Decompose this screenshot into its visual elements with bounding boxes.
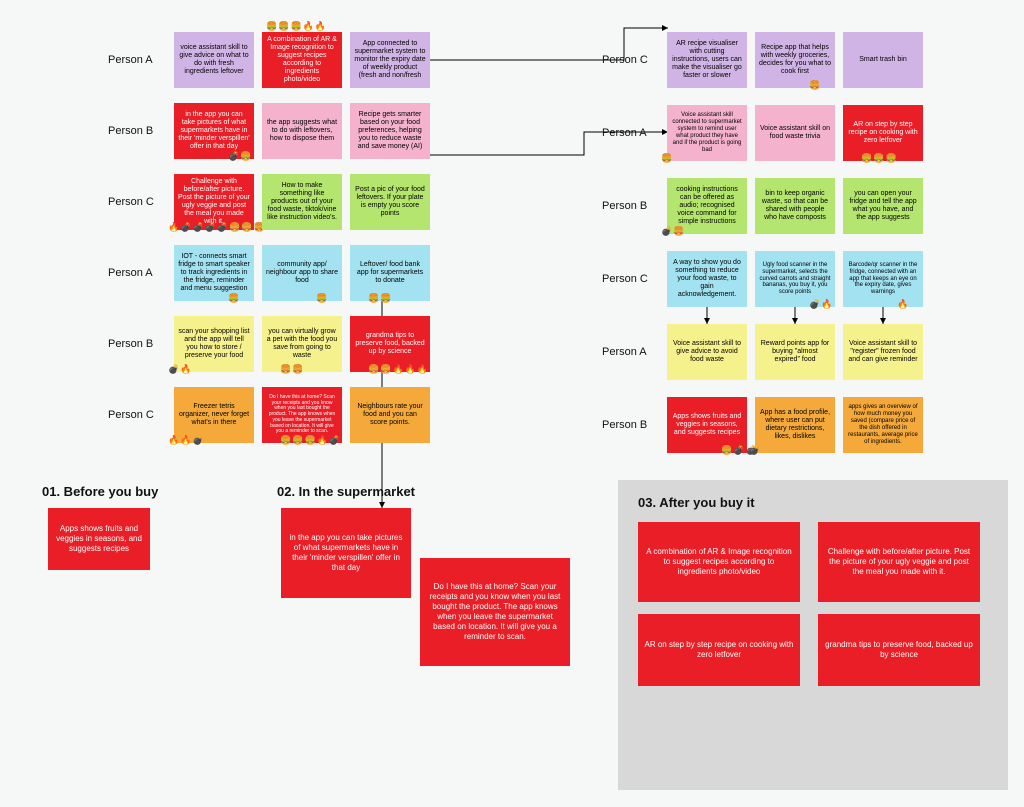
sticky-note: Smart trash bin: [843, 32, 923, 88]
row-label: Person B: [108, 338, 153, 350]
row-label: Person A: [602, 127, 647, 139]
sticky-note: A combination of AR & Image recognition …: [262, 32, 342, 88]
sticky-note: the app suggests what to do with leftove…: [262, 103, 342, 159]
section-title: 01. Before you buy: [42, 484, 158, 499]
sticky-note: Voice assistant skill on food waste triv…: [755, 105, 835, 161]
sticky-note: you can open your fridge and tell the ap…: [843, 178, 923, 234]
row-label: Person A: [602, 346, 647, 358]
section-note: Challenge with before/after picture. Pos…: [818, 522, 980, 602]
vote-icons: 💣🔥: [809, 300, 832, 309]
sticky-note: Voice assistant skill to "register" froz…: [843, 324, 923, 380]
row-label: Person A: [108, 267, 153, 279]
vote-icons: 🍔🍔: [280, 365, 303, 374]
vote-icons: 🔥🔥💣: [168, 436, 204, 445]
sticky-note: Reward points app for buying "almost exp…: [755, 324, 835, 380]
sticky-note: App has a food profile, where user can p…: [755, 397, 835, 453]
sticky-note: A way to show you do something to reduce…: [667, 251, 747, 307]
sticky-note: AR recipe visualiser with cutting instru…: [667, 32, 747, 88]
section-note: A combination of AR & Image recognition …: [638, 522, 800, 602]
row-label: Person C: [602, 54, 648, 66]
sticky-note: Post a pic of your food leftovers. If yo…: [350, 174, 430, 230]
sticky-note: Recipe app that helps with weekly grocer…: [755, 32, 835, 88]
sticky-note: community app/ neighbour app to share fo…: [262, 245, 342, 301]
row-label: Person B: [108, 125, 153, 137]
sticky-note: Recipe gets smarter based on your food p…: [350, 103, 430, 159]
sticky-note: Barcode/qr scanner in the fridge, connec…: [843, 251, 923, 307]
vote-icons: 💣🔥: [168, 365, 191, 374]
vote-icons: 🍔🍔🍔🔥🔥: [266, 22, 326, 31]
affinity-board: Person A voice assistant skill to give ad…: [0, 0, 1024, 807]
vote-icons: 🍔: [661, 154, 672, 163]
sticky-note: Voice assistant skill connected to super…: [667, 105, 747, 161]
row-label: Person C: [602, 273, 648, 285]
vote-icons: 💣🍔: [661, 227, 684, 236]
sticky-note: bin to keep organic waste, so that can b…: [755, 178, 835, 234]
vote-icons: 💣🍔: [228, 152, 251, 161]
sticky-note: Voice assistant skill to give advice to …: [667, 324, 747, 380]
section-note: in the app you can take pictures of what…: [281, 508, 411, 598]
vote-icons: 🍔🍔: [368, 294, 391, 303]
section-note: AR on step by step recipe on cooking wit…: [638, 614, 800, 686]
row-label: Person C: [108, 409, 154, 421]
row-label: Person B: [602, 200, 647, 212]
section-title: 02. In the supermarket: [277, 484, 415, 499]
section-note: grandma tips to preserve food, backed up…: [818, 614, 980, 686]
vote-icons: 🍔🍔🍔: [861, 154, 897, 163]
vote-icons: 🔥: [897, 300, 908, 309]
vote-icons: 🍔: [809, 81, 820, 90]
vote-icons: 🔥💣💣💣💣🍔🍔🍔: [168, 223, 265, 232]
vote-icons: 🍔🍔🔥🔥🔥: [368, 365, 428, 374]
section-note: Apps shows fruits and veggies in seasons…: [48, 508, 150, 570]
vote-icons: 🍔: [228, 294, 239, 303]
row-label: Person C: [108, 196, 154, 208]
sticky-note: How to make something like products out …: [262, 174, 342, 230]
row-label: Person A: [108, 54, 153, 66]
row-label: Person B: [602, 419, 647, 431]
sticky-note: apps gives an overview of how much money…: [843, 397, 923, 453]
section-title: 03. After you buy it: [638, 495, 755, 510]
vote-icons: 🍔: [316, 294, 327, 303]
vote-icons: 💣: [749, 446, 760, 455]
sticky-note: IOT - connects smart fridge to smart spe…: [174, 245, 254, 301]
sticky-note: App connected to supermarket system to m…: [350, 32, 430, 88]
section-note: Do I have this at home? Scan your receip…: [420, 558, 570, 666]
sticky-note: Neighbours rate your food and you can sc…: [350, 387, 430, 443]
vote-icons: 🍔🍔🍔🔥💣: [280, 436, 340, 445]
sticky-note: voice assistant skill to give advice on …: [174, 32, 254, 88]
